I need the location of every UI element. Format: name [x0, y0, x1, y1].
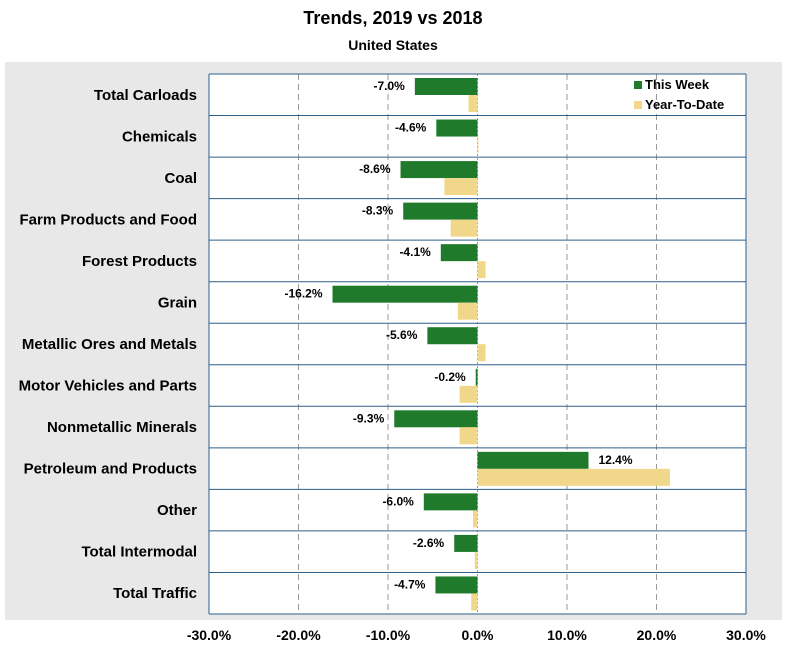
category-label: Chemicals: [122, 128, 197, 145]
bar-this-week: [403, 202, 478, 220]
data-label: -2.6%: [413, 536, 445, 550]
data-label: -5.6%: [386, 328, 418, 342]
category-label: Total Traffic: [113, 585, 197, 602]
data-label: -7.0%: [373, 79, 405, 93]
bar-this-week: [423, 493, 478, 511]
category-label: Total Carloads: [94, 87, 197, 104]
data-label: -8.3%: [362, 204, 394, 218]
legend-swatch-year-to-date: [634, 101, 642, 109]
chart-title: Trends, 2019 vs 2018: [303, 8, 482, 28]
bar-this-week: [475, 368, 478, 386]
bar-year-to-date: [474, 551, 478, 569]
data-labels: -7.0% -4.6% -8.6% -8.3% -4.1% -16.2% -5.6% -0.2…: [284, 79, 632, 591]
data-label: -16.2%: [284, 287, 322, 301]
legend-label-year-to-date: Year-To-Date: [645, 97, 724, 112]
bar-this-week: [400, 161, 478, 179]
data-label: -4.7%: [394, 577, 426, 591]
bar-year-to-date: [468, 95, 478, 112]
category-label: Coal: [164, 170, 197, 187]
bar-year-to-date: [477, 261, 486, 279]
legend-label-this-week: This Week: [645, 77, 710, 92]
x-tick-label: 20.0%: [637, 627, 677, 643]
x-axis-ticks: -30.0% -20.0% -10.0% 0.0% 10.0% 20.0% 30.0%: [187, 627, 767, 643]
x-tick-label: -30.0%: [187, 627, 232, 643]
bar-year-to-date: [444, 178, 478, 196]
bar-this-week: [435, 576, 478, 594]
chart-subtitle: United States: [348, 37, 438, 53]
data-label: 12.4%: [598, 453, 632, 467]
bar-this-week: [427, 327, 478, 345]
bar-this-week: [332, 285, 478, 303]
x-tick-label: 10.0%: [547, 627, 587, 643]
bar-this-week: [440, 244, 478, 262]
category-label: Petroleum and Products: [24, 461, 197, 478]
x-tick-label: 30.0%: [726, 627, 766, 643]
bar-year-to-date: [477, 468, 670, 486]
bar-year-to-date: [471, 593, 478, 611]
bar-year-to-date: [477, 344, 486, 362]
category-labels: Total Carloads Chemicals Coal Farm Products…: [19, 87, 198, 602]
legend-swatch-this-week: [634, 81, 642, 89]
bars: [332, 78, 670, 611]
category-label: Other: [157, 502, 197, 519]
bar-year-to-date: [473, 510, 478, 528]
x-tick-label: -20.0%: [276, 627, 321, 643]
data-label: -4.6%: [395, 121, 427, 135]
bar-this-week: [436, 119, 478, 137]
data-label: -9.3%: [353, 411, 385, 425]
bar-this-week: [394, 410, 478, 428]
bar-this-week: [454, 534, 478, 552]
bar-year-to-date: [450, 219, 478, 237]
category-label: Nonmetallic Minerals: [47, 419, 197, 436]
x-tick-label: -10.0%: [366, 627, 411, 643]
category-label: Total Intermodal: [81, 544, 197, 561]
data-label: -0.2%: [434, 370, 466, 384]
bar-year-to-date: [457, 302, 478, 320]
bar-year-to-date: [477, 136, 479, 154]
data-label: -8.6%: [359, 162, 391, 176]
bar-this-week: [477, 451, 589, 469]
category-label: Farm Products and Food: [19, 211, 197, 228]
category-label: Metallic Ores and Metals: [22, 336, 197, 353]
bar-year-to-date: [459, 427, 478, 445]
data-label: -6.0%: [382, 494, 414, 508]
category-label: Grain: [158, 294, 197, 311]
data-label: -4.1%: [399, 245, 431, 259]
bar-this-week: [414, 78, 478, 95]
x-tick-label: 0.0%: [462, 627, 494, 643]
bar-year-to-date: [459, 385, 478, 403]
category-label: Forest Products: [82, 253, 197, 270]
legend: This Week Year-To-Date: [634, 77, 724, 112]
category-label: Motor Vehicles and Parts: [19, 378, 197, 395]
